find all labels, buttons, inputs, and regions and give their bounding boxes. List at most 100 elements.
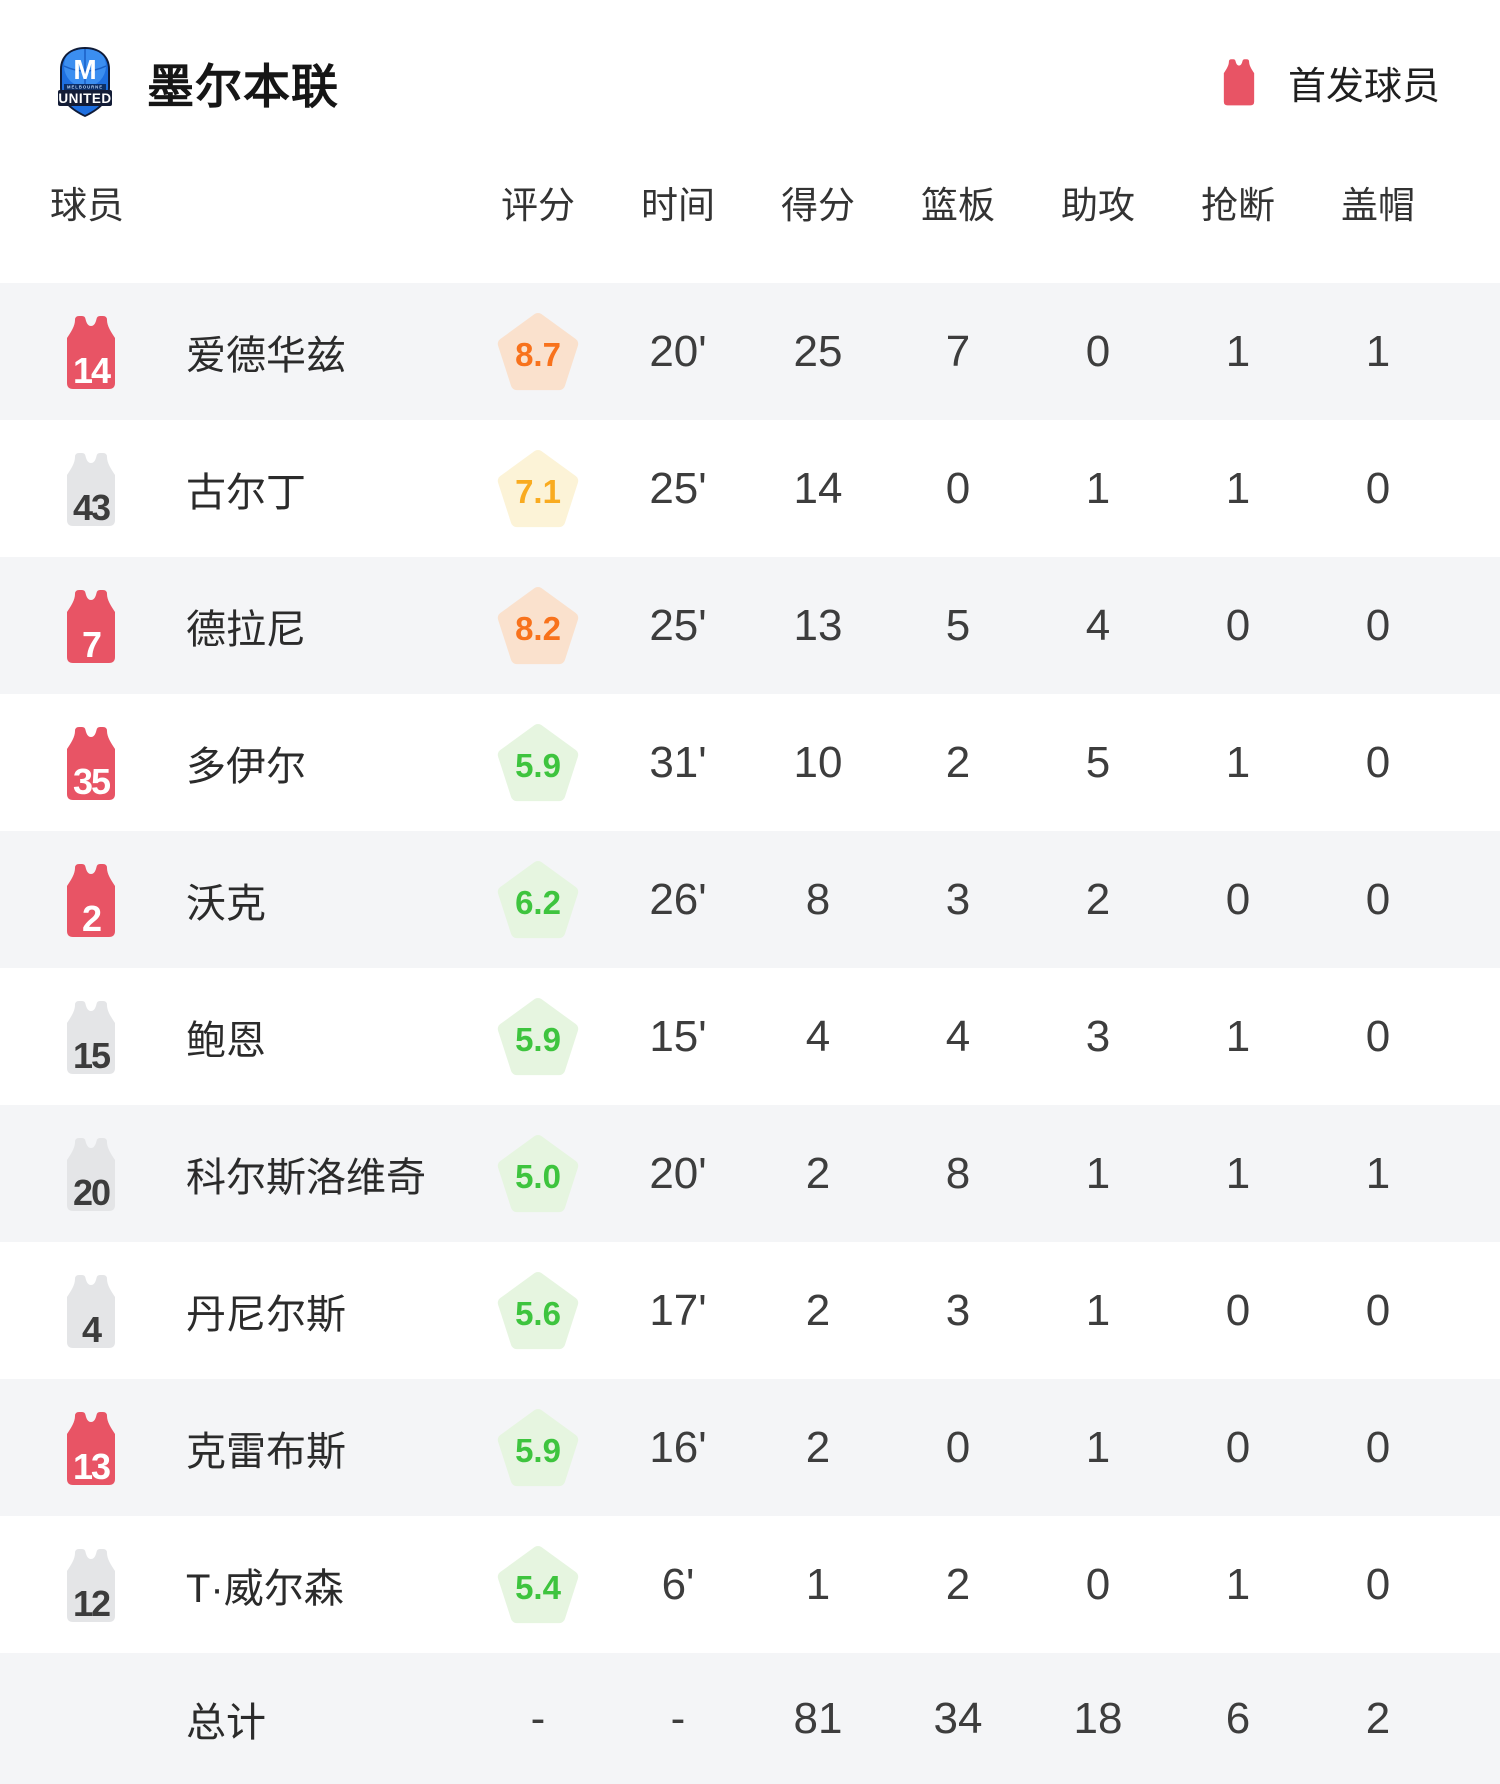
time-value: 25' xyxy=(649,463,707,513)
player-cell: 15 鲍恩 xyxy=(0,999,468,1075)
rating-badge: 5.9 xyxy=(495,1405,581,1491)
assists-value: 0 xyxy=(1225,1422,1251,1472)
column-header-player: 球员 xyxy=(50,184,124,226)
total-blocks: 2 xyxy=(1365,1693,1391,1743)
jersey-number: 2 xyxy=(81,897,102,939)
time-value: 31' xyxy=(649,737,707,787)
rating-badge: 5.9 xyxy=(495,720,581,806)
player-row[interactable]: 12 T·威尔森 5.4 6' 1 2 0 1 0 xyxy=(0,1516,1500,1653)
player-rows: 14 爱德华兹 8.7 20' 25 7 0 1 1 43 xyxy=(0,283,1500,1653)
player-row[interactable]: 35 多伊尔 5.9 31' 10 2 5 1 0 xyxy=(0,694,1500,831)
rating-cell: 5.4 xyxy=(468,1542,608,1628)
player-cell: 7 德拉尼 xyxy=(0,588,468,664)
column-header-blocks: 盖帽 xyxy=(1341,184,1415,226)
player-row[interactable]: 43 古尔丁 7.1 25' 14 0 1 1 0 xyxy=(0,420,1500,557)
player-row[interactable]: 20 科尔斯洛维奇 5.0 20' 2 8 1 1 1 xyxy=(0,1105,1500,1242)
jersey-number: 15 xyxy=(72,1034,111,1076)
total-assists: 18 xyxy=(1073,1693,1123,1743)
steals-value: 1 xyxy=(1085,463,1111,513)
time-value: 16' xyxy=(649,1422,707,1472)
blocks-value: 0 xyxy=(1365,737,1391,787)
points-value: 25 xyxy=(793,326,843,376)
player-row[interactable]: 7 德拉尼 8.2 25' 13 5 4 0 0 xyxy=(0,557,1500,694)
rating-cell: 5.9 xyxy=(468,994,608,1080)
rating-badge: 8.7 xyxy=(495,309,581,395)
jersey-number: 12 xyxy=(72,1582,111,1624)
blocks-value: 0 xyxy=(1365,600,1391,650)
points-value: 2 xyxy=(805,1285,831,1335)
rating-cell: 8.7 xyxy=(468,309,608,395)
svg-text:5.9: 5.9 xyxy=(515,747,561,784)
svg-text:5.0: 5.0 xyxy=(515,1158,561,1195)
column-header-points: 得分 xyxy=(781,184,855,226)
blocks-value: 0 xyxy=(1365,874,1391,924)
svg-text:UNITED: UNITED xyxy=(58,91,111,106)
player-row[interactable]: 15 鲍恩 5.9 15' 4 4 3 1 0 xyxy=(0,968,1500,1105)
svg-text:5.9: 5.9 xyxy=(515,1432,561,1469)
table-header-row: 球员 评分 时间 得分 篮板 助攻 抢断 盖帽 xyxy=(0,120,1500,283)
svg-text:5.6: 5.6 xyxy=(515,1295,561,1332)
player-name: 科尔斯洛维奇 xyxy=(186,1155,426,1200)
blocks-value: 1 xyxy=(1365,326,1391,376)
player-row[interactable]: 2 沃克 6.2 26' 8 3 2 0 0 xyxy=(0,831,1500,968)
rebounds-value: 4 xyxy=(945,1011,971,1061)
assists-value: 1 xyxy=(1225,463,1251,513)
steals-value: 2 xyxy=(1085,874,1111,924)
player-row[interactable]: 4 丹尼尔斯 5.6 17' 2 3 1 0 0 xyxy=(0,1242,1500,1379)
points-value: 2 xyxy=(805,1422,831,1472)
rating-cell: 5.6 xyxy=(468,1268,608,1354)
steals-value: 0 xyxy=(1085,1559,1111,1609)
rebounds-value: 2 xyxy=(945,1559,971,1609)
rebounds-value: 8 xyxy=(945,1148,971,1198)
player-row[interactable]: 13 克雷布斯 5.9 16' 2 0 1 0 0 xyxy=(0,1379,1500,1516)
column-header-rating: 评分 xyxy=(501,184,575,226)
player-cell: 2 沃克 xyxy=(0,862,468,938)
time-value: 20' xyxy=(649,326,707,376)
player-row[interactable]: 14 爱德华兹 8.7 20' 25 7 0 1 1 xyxy=(0,283,1500,420)
starter-legend: 首发球员 xyxy=(1218,55,1440,110)
svg-text:MELBOURNE: MELBOURNE xyxy=(67,85,103,90)
jersey-icon: 7 xyxy=(60,588,122,664)
assists-value: 1 xyxy=(1225,737,1251,787)
jersey-icon: 4 xyxy=(60,1273,122,1349)
total-rating: - xyxy=(530,1693,546,1743)
rating-badge: 7.1 xyxy=(495,446,581,532)
rating-badge: 5.0 xyxy=(495,1131,581,1217)
total-time: - xyxy=(670,1693,686,1743)
jersey-icon: 20 xyxy=(60,1136,122,1212)
rebounds-value: 0 xyxy=(945,1422,971,1472)
points-value: 4 xyxy=(805,1011,831,1061)
blocks-value: 0 xyxy=(1365,463,1391,513)
column-header-time: 时间 xyxy=(641,184,715,226)
time-value: 15' xyxy=(649,1011,707,1061)
svg-text:8.2: 8.2 xyxy=(515,610,561,647)
rebounds-value: 2 xyxy=(945,737,971,787)
player-cell: 13 克雷布斯 xyxy=(0,1410,468,1486)
jersey-icon: 13 xyxy=(60,1410,122,1486)
rating-badge: 5.9 xyxy=(495,994,581,1080)
jersey-icon: 2 xyxy=(60,862,122,938)
time-value: 26' xyxy=(649,874,707,924)
player-name: 爱德华兹 xyxy=(186,333,346,378)
team-logo-icon: M MELBOURNE UNITED xyxy=(57,46,113,118)
starter-jersey-icon xyxy=(1218,58,1260,106)
jersey-number: 14 xyxy=(72,349,111,391)
rating-cell: 8.2 xyxy=(468,583,608,669)
steals-value: 5 xyxy=(1085,737,1111,787)
blocks-value: 0 xyxy=(1365,1559,1391,1609)
player-name: 多伊尔 xyxy=(186,744,306,789)
team-header: M MELBOURNE UNITED 墨尔本联 首发球员 xyxy=(57,44,1440,120)
total-label: 总计 xyxy=(186,1700,266,1745)
column-header-assists: 助攻 xyxy=(1061,184,1135,226)
jersey-icon: 35 xyxy=(60,725,122,801)
player-name: T·威尔森 xyxy=(186,1566,344,1611)
time-value: 6' xyxy=(661,1559,695,1609)
assists-value: 1 xyxy=(1225,1011,1251,1061)
total-points: 81 xyxy=(793,1693,843,1743)
player-name: 沃克 xyxy=(186,881,266,926)
time-value: 20' xyxy=(649,1148,707,1198)
player-cell: 14 爱德华兹 xyxy=(0,314,468,390)
rating-cell: 7.1 xyxy=(468,446,608,532)
assists-value: 1 xyxy=(1225,1148,1251,1198)
steals-value: 1 xyxy=(1085,1148,1111,1198)
